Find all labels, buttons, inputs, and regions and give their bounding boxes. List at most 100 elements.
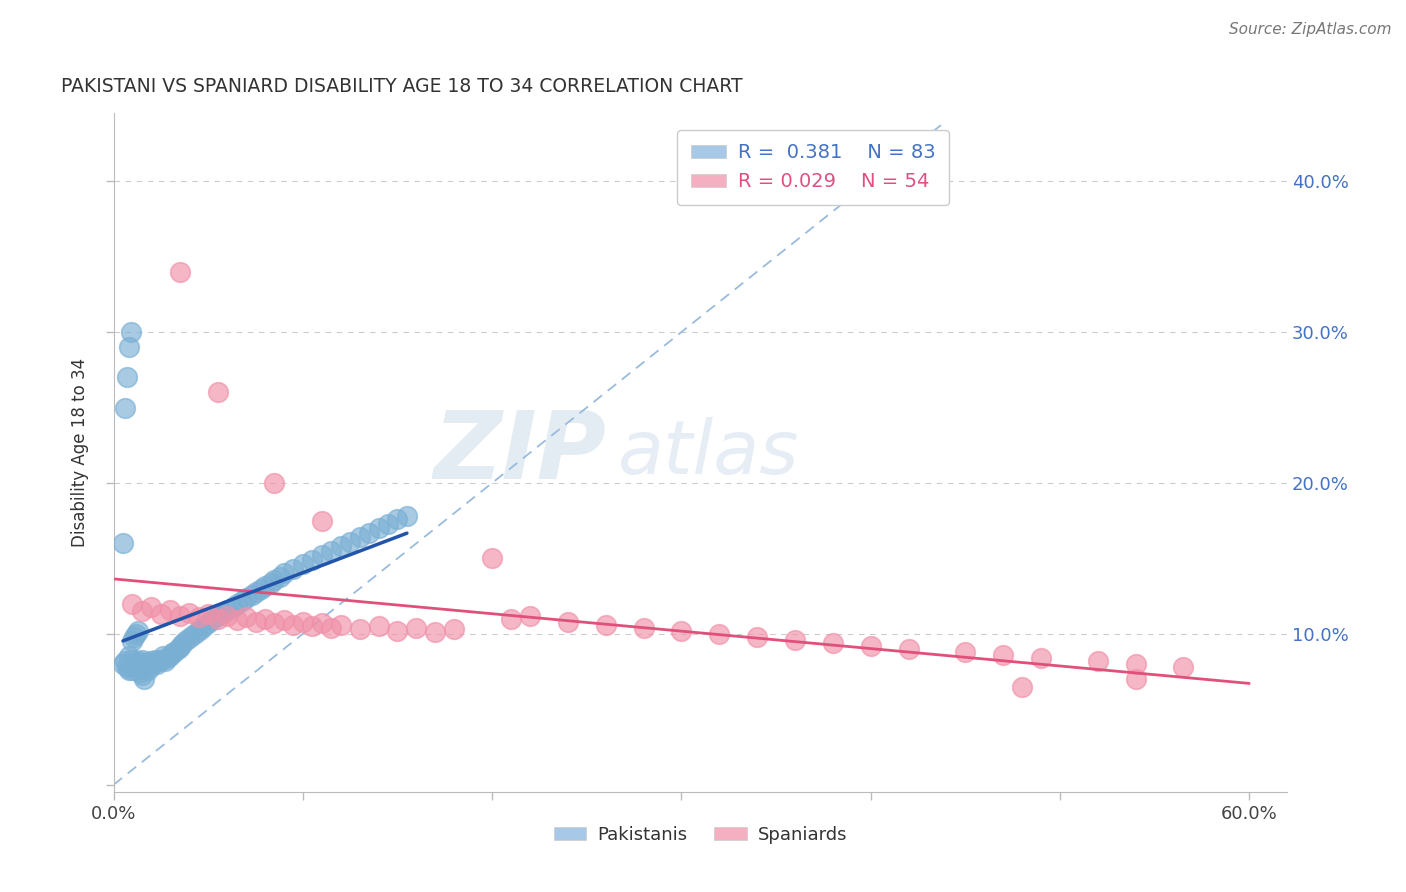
Point [169,265,191,279]
Point [207,385,229,400]
Point [120,658,142,673]
Point [231,593,253,607]
Point [1029,651,1052,665]
Point [121,634,143,648]
Point [127,654,149,668]
Point [235,610,257,624]
Point [253,612,276,626]
Point [201,613,224,627]
Point [301,553,323,567]
Point [273,566,295,581]
Point [212,606,235,620]
Point [253,578,276,592]
Point [197,616,219,631]
Point [349,530,371,544]
Point [557,615,579,629]
Point [115,660,138,674]
Point [114,654,136,668]
Point [1125,672,1147,686]
Point [955,645,977,659]
Point [129,656,152,670]
Point [425,625,447,640]
Point [111,536,134,550]
Point [263,475,285,490]
Point [329,539,352,553]
Legend: R =  0.381    N = 83, R = 0.029    N = 54: R = 0.381 N = 83, R = 0.029 N = 54 [678,129,949,205]
Point [118,663,141,677]
Text: atlas: atlas [619,417,800,489]
Point [120,325,142,339]
Point [377,516,399,531]
Text: PAKISTANI VS SPANIARD DISABILITY AGE 18 TO 34 CORRELATION CHART: PAKISTANI VS SPANIARD DISABILITY AGE 18 … [60,78,742,96]
Point [259,575,281,590]
Point [129,665,152,679]
Point [121,597,143,611]
Point [250,582,273,596]
Point [859,639,882,653]
Point [111,657,134,671]
Point [121,652,143,666]
Point [190,623,212,637]
Point [132,658,155,673]
Point [311,616,333,631]
Point [633,621,655,635]
Point [367,521,389,535]
Point [187,610,209,624]
Point [671,624,693,638]
Point [291,558,314,572]
Point [125,627,148,641]
Point [240,588,263,602]
Point [159,649,181,664]
Point [174,634,197,648]
Point [217,608,239,623]
Point [349,623,371,637]
Point [131,662,153,676]
Point [235,591,257,605]
Point [225,597,247,611]
Point [131,652,153,666]
Point [148,654,170,668]
Point [136,656,159,670]
Point [146,657,169,671]
Point [169,640,191,655]
Point [1011,680,1033,694]
Point [405,621,427,635]
Point [152,649,174,664]
Point [357,525,380,540]
Point [118,340,141,354]
Point [387,624,409,638]
Point [193,619,215,633]
Point [311,514,333,528]
Point [141,658,163,673]
Point [263,573,285,587]
Point [367,619,389,633]
Y-axis label: Disability Age 18 to 34: Disability Age 18 to 34 [72,359,89,548]
Point [142,656,165,670]
Point [179,606,201,620]
Point [245,615,267,629]
Point [136,663,159,677]
Point [159,603,181,617]
Point [149,652,172,666]
Point [301,619,323,633]
Point [595,617,617,632]
Point [821,636,844,650]
Point [291,615,314,629]
Point [115,370,138,384]
Point [329,617,352,632]
Point [217,603,239,617]
Point [124,657,146,671]
Point [118,649,141,664]
Point [132,672,155,686]
Point [121,663,143,677]
Point [149,607,172,622]
Point [143,652,166,666]
Point [138,654,160,668]
Point [269,569,291,583]
Point [131,667,153,681]
Point [395,509,418,524]
Text: Source: ZipAtlas.com: Source: ZipAtlas.com [1229,22,1392,37]
Point [114,401,136,415]
Point [131,604,153,618]
Point [283,562,305,576]
